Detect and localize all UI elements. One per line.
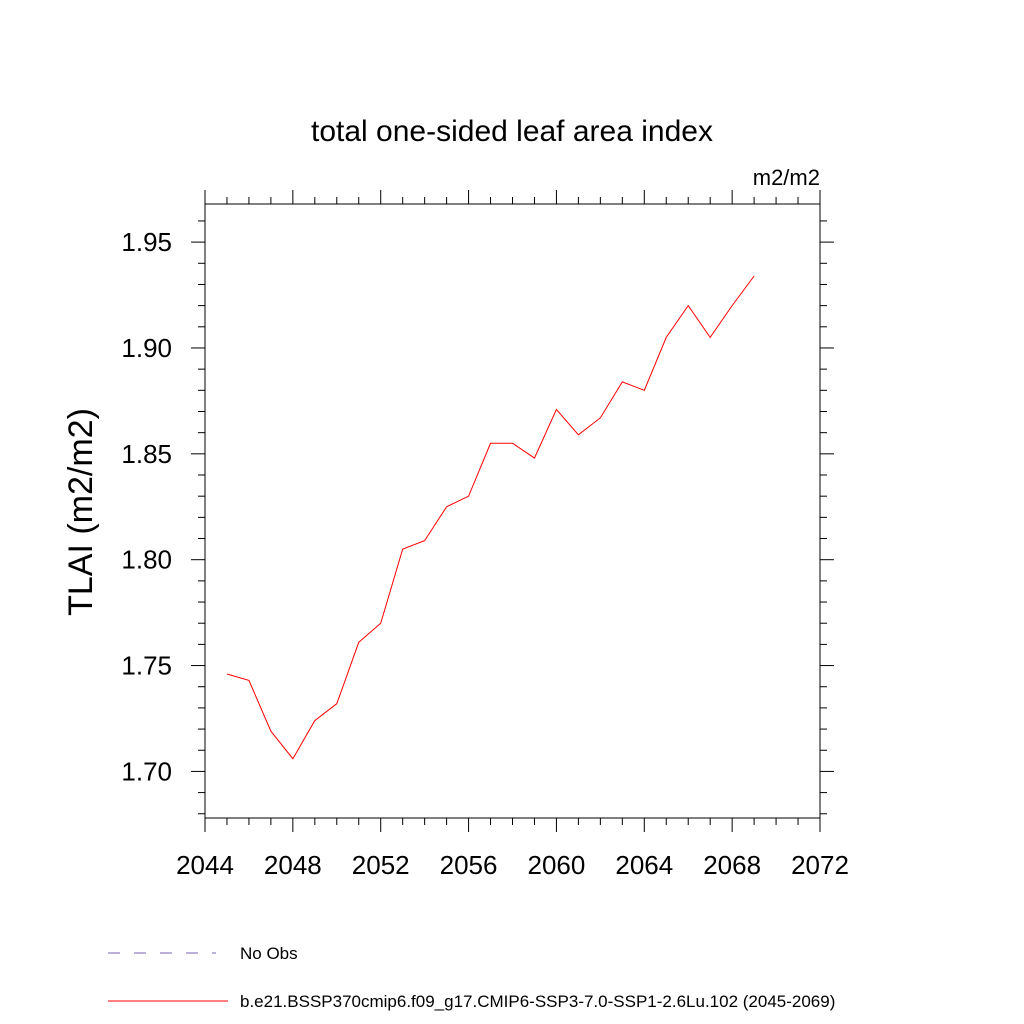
x-tick-label: 2068: [703, 850, 761, 880]
y-tick-label: 1.90: [121, 333, 172, 363]
x-tick-label: 2044: [176, 850, 234, 880]
y-tick-label: 1.80: [121, 545, 172, 575]
y-axis-label: TLAI (m2/m2): [62, 408, 100, 616]
plot-frame: [204, 203, 821, 819]
units-label: m2/m2: [753, 165, 820, 190]
y-tick-label: 1.85: [121, 439, 172, 469]
x-tick-label: 2052: [352, 850, 410, 880]
x-tick-label: 2072: [791, 850, 849, 880]
y-tick-labels: 1.70 1.75 1.80 1.85 1.90 1.95: [121, 227, 172, 786]
x-tick-label: 2048: [264, 850, 322, 880]
y-tick-label: 1.70: [121, 756, 172, 786]
y-tick-label: 1.75: [121, 651, 172, 681]
series-layer: [226, 275, 755, 760]
y-tick-label: 1.95: [121, 227, 172, 257]
x-tick-label: 2060: [528, 850, 586, 880]
axis-ticks: [191, 190, 834, 832]
legend-label-no-obs: No Obs: [240, 944, 298, 963]
legend: No Obs b.e21.BSSP370cmip6.f09_g17.CMIP6-…: [108, 944, 835, 1011]
x-tick-labels: 2044 2048 2052 2056 2060 2064 2068 2072: [176, 850, 849, 880]
chart-title: total one-sided leaf area index: [311, 115, 713, 148]
x-tick-label: 2056: [440, 850, 498, 880]
x-tick-label: 2064: [615, 850, 673, 880]
series-line-0: [226, 275, 755, 760]
legend-label-model: b.e21.BSSP370cmip6.f09_g17.CMIP6-SSP3-7.…: [240, 992, 835, 1011]
